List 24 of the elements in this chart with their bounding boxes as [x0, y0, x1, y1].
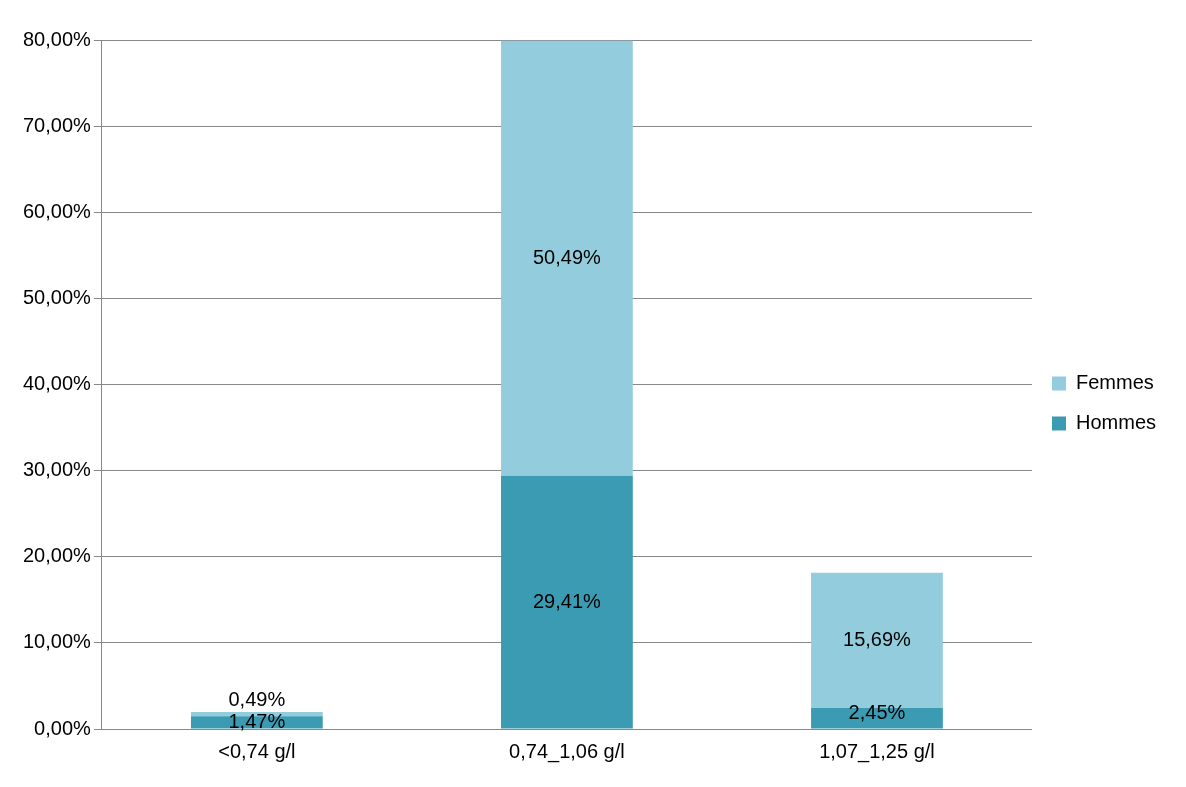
y-tick-label: 0,00%: [34, 716, 92, 739]
legend-label: Femmes: [1075, 371, 1154, 394]
x-tick-label: 0,74_1,06 g/l: [509, 739, 625, 763]
bar: [501, 40, 633, 476]
data-label: 2,45%: [848, 701, 906, 724]
x-tick-label: <0,74 g/l: [218, 739, 296, 762]
data-label: 29,41%: [532, 589, 602, 612]
legend-label: Hommes: [1075, 411, 1157, 434]
y-tick-label: 70,00%: [22, 113, 92, 136]
x-tick-label: 1,07_1,25 g/l: [819, 739, 935, 763]
y-tick-label: 40,00%: [22, 372, 92, 395]
data-label: 15,69%: [843, 627, 912, 650]
y-tick-label: 60,00%: [22, 199, 92, 222]
bar: [190, 716, 323, 729]
y-tick-label: 20,00%: [22, 544, 92, 567]
bar: [501, 475, 633, 729]
y-tick-label: 30,00%: [22, 458, 92, 481]
data-label: 50,49%: [532, 245, 602, 268]
data-label: 0,49%: [228, 687, 286, 710]
data-label: 1,47%: [228, 709, 286, 732]
bar: [811, 707, 943, 729]
y-tick-label: 80,00%: [22, 27, 92, 50]
y-tick-label: 50,00%: [22, 285, 92, 308]
y-tick-label: 10,00%: [22, 630, 92, 653]
